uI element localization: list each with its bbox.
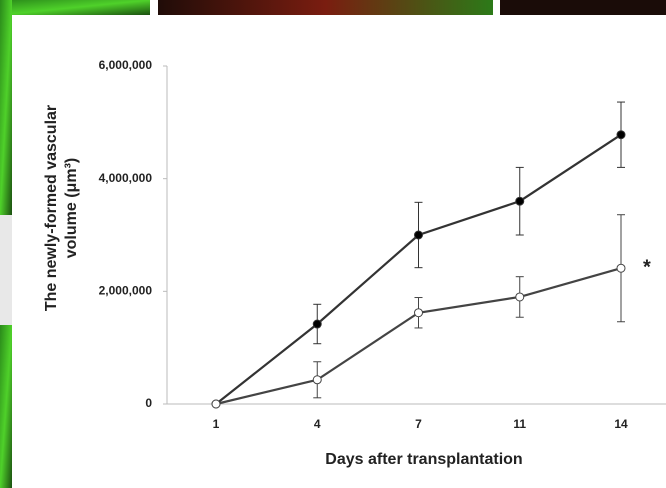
panel [12,15,666,488]
bg-image [0,0,150,15]
data-point [212,400,220,408]
x-tick-label: 7 [415,417,422,431]
data-point [415,231,423,239]
y-tick-label: 6,000,000 [99,58,153,72]
bg-image [0,0,12,215]
y-tick-label: 2,000,000 [99,284,153,298]
data-point [313,320,321,328]
y-tick-label: 0 [145,396,152,410]
data-point [415,309,423,317]
data-point [617,131,625,139]
x-tick-label: 11 [513,417,526,431]
y-axis-title-line: volume (μm³) [63,158,80,258]
bg-image [158,0,493,15]
annotation: * [643,256,651,278]
data-point [516,293,524,301]
data-point [516,197,524,205]
chart: Days after transplantation The newly-for… [0,0,666,488]
x-tick-label: 4 [314,417,321,431]
x-tick-label: 14 [614,417,628,431]
bg-image [0,325,12,488]
x-axis-title: Days after transplantation [325,451,522,468]
x-tick-label: 1 [213,417,220,431]
y-axis-title-line: The newly-formed vascular [43,105,60,311]
page: {"chart_data": {"type": "line", "x_label… [0,0,666,488]
bg-image [0,215,12,325]
data-point [313,376,321,384]
y-tick-label: 4,000,000 [99,171,153,185]
data-point [617,264,625,272]
bg-image [500,0,666,15]
